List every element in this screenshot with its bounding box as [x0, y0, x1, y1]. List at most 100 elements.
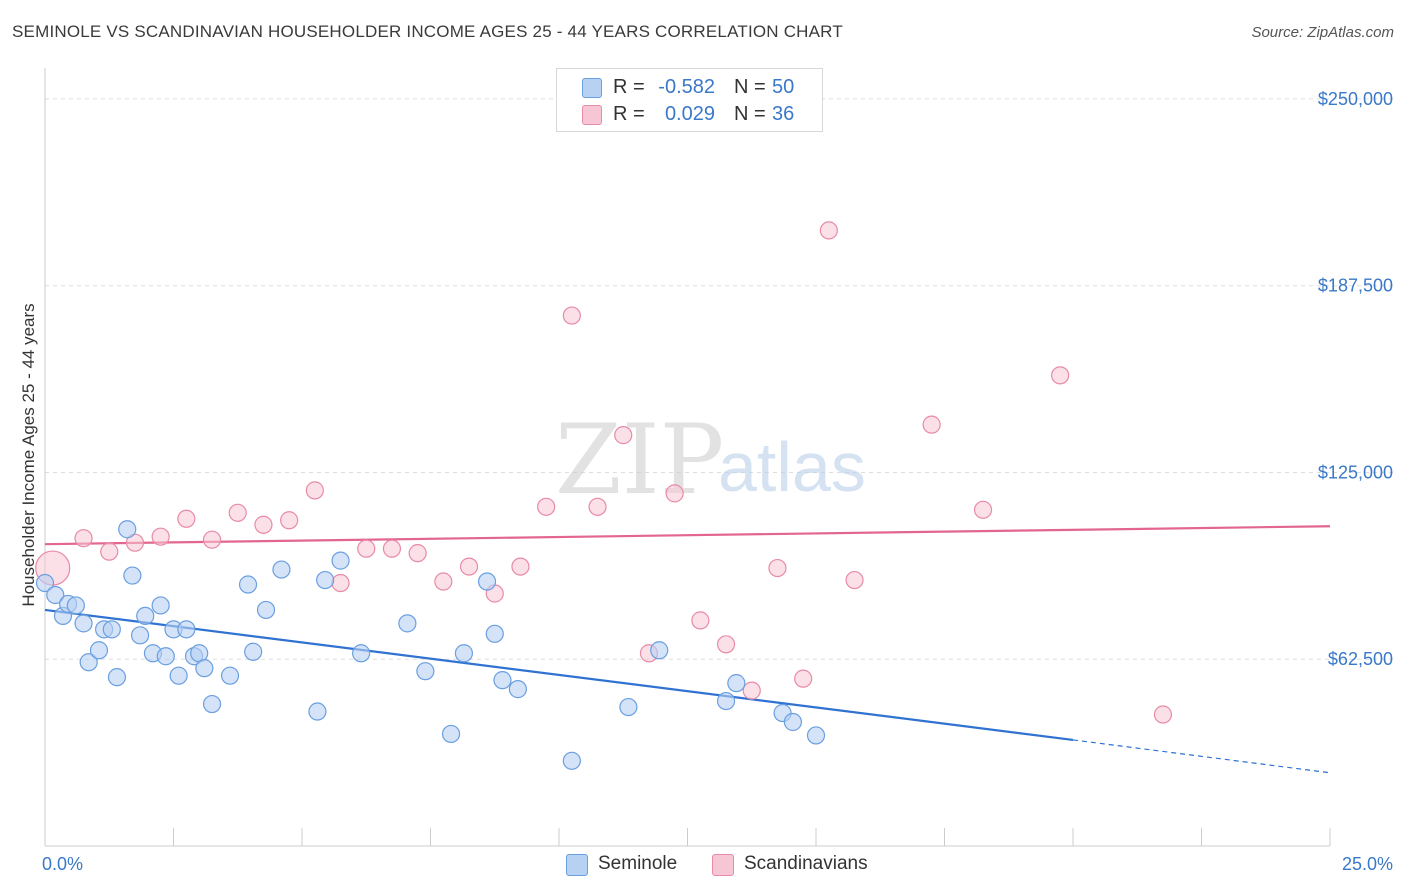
scandinavians-point [100, 542, 119, 561]
seminole-point [151, 596, 170, 615]
seminole-point [727, 674, 746, 693]
scandinavians-point [202, 530, 222, 549]
seminole-point [195, 659, 214, 678]
scandinavians-point [588, 497, 607, 516]
seminole-point [477, 572, 497, 591]
seminole-point [416, 662, 435, 681]
scandinavians-point [280, 511, 299, 530]
seminole-point [136, 606, 155, 625]
seminole-point [308, 702, 327, 721]
seminole-point [46, 585, 65, 605]
scandinavians-point [1051, 366, 1070, 385]
seminole-point [331, 551, 350, 570]
scandinavians-point [357, 539, 376, 558]
trend-lines [44, 525, 1331, 774]
series-legend: Seminole Scandinavians [0, 852, 1406, 878]
watermark-zip: ZIP [555, 404, 724, 516]
tick-labels: $62,500 $125,000 $187,500 $250,000 0.0% 25.0% [42, 89, 1393, 874]
seminole-r-label: R = [613, 76, 645, 98]
seminole-point [716, 691, 736, 711]
scandinavians-point [382, 539, 402, 558]
scandinavians-swatch [582, 105, 602, 125]
seminole-point [398, 614, 417, 633]
scandinavians-point [537, 497, 556, 516]
scandinavians-point [562, 306, 581, 325]
scandinavians-point [819, 221, 838, 240]
seminole-point [89, 641, 109, 660]
seminole-point [79, 653, 98, 672]
seminole-point [316, 570, 335, 590]
scandinavians-point [768, 558, 787, 578]
grid-lines [45, 98, 1395, 660]
scandinavians-trend-line [44, 525, 1331, 546]
scandinavians-point [305, 481, 324, 500]
seminole-point [118, 520, 137, 539]
scandinavians-point [511, 557, 530, 576]
seminole-point [619, 697, 638, 717]
x-tick-label-max: 25.0% [1342, 854, 1393, 874]
scandinavians-point [125, 533, 145, 552]
scandinavians-n-label: N = [734, 103, 766, 125]
seminole-point [177, 620, 196, 639]
scandinavians-legend-label: Scandinavians [744, 853, 868, 874]
seminole-point [783, 712, 802, 732]
scandinavians-point [973, 500, 993, 519]
seminole-point [493, 671, 512, 690]
scandinavians-point [434, 572, 453, 591]
seminole-point [352, 644, 371, 663]
y-tick-label: $62,500 [1328, 649, 1393, 669]
seminole-point [220, 666, 240, 685]
scandinavians-point [665, 484, 684, 503]
seminole-r-value: -0.582 [658, 76, 715, 98]
source-credit: Source: ZipAtlas.com [1251, 24, 1394, 41]
seminole-point [485, 624, 504, 643]
scandinavians-point [716, 635, 736, 654]
seminole-point [169, 666, 188, 685]
seminole-point [156, 647, 175, 666]
seminole-legend-label: Seminole [598, 853, 678, 874]
legend-row-scandinavians: R = 0.029 N = 36 [557, 101, 822, 127]
seminole-point [272, 560, 291, 579]
legend-row-seminole: R = -0.582 N = 50 [557, 74, 822, 100]
y-tick-label: $125,000 [1318, 462, 1393, 482]
scandinavians-point [177, 509, 196, 528]
scandinavians-point [459, 557, 479, 576]
seminole-point [441, 724, 461, 744]
scandinavians-point [331, 573, 350, 593]
seminole-trend-line [44, 608, 1074, 742]
x-tick-label-min: 0.0% [42, 854, 83, 874]
scandinavians-point [794, 669, 813, 688]
scandinavians-point [614, 426, 633, 445]
scandinavians-point [922, 415, 941, 434]
scandinavians-point [228, 503, 247, 522]
scandinavians-point [691, 611, 710, 630]
seminole-point [562, 751, 581, 770]
watermark-atlas: atlas [718, 428, 866, 506]
scandinavians-point [408, 544, 427, 563]
seminole-point [238, 575, 258, 594]
seminole-point [130, 626, 150, 645]
y-tick-label: $250,000 [1318, 89, 1393, 109]
scandinavians-r-label: R = [613, 103, 645, 125]
scandinavians-point [1153, 705, 1173, 724]
seminole-point [107, 668, 127, 687]
seminole-point [35, 573, 55, 593]
scandinavians-r-value: 0.029 [664, 103, 715, 125]
scandinavians-point [254, 515, 273, 534]
scandinavians-legend-swatch [712, 854, 734, 876]
seminole-point [806, 726, 826, 745]
data-points [35, 221, 1173, 770]
seminole-point [256, 600, 276, 620]
seminole-point [508, 680, 527, 699]
seminole-trend-extension [1072, 739, 1331, 774]
seminole-point [102, 620, 121, 639]
seminole-legend-swatch [566, 854, 588, 876]
scandinavians-point [742, 681, 761, 700]
scandinavians-point [151, 527, 170, 546]
seminole-point [74, 614, 93, 633]
chart-title: SEMINOLE VS SCANDINAVIAN HOUSEHOLDER INC… [12, 22, 843, 41]
seminole-point [66, 596, 85, 615]
watermark: ZIP atlas [555, 404, 866, 516]
seminole-n-label: N = [734, 76, 766, 98]
